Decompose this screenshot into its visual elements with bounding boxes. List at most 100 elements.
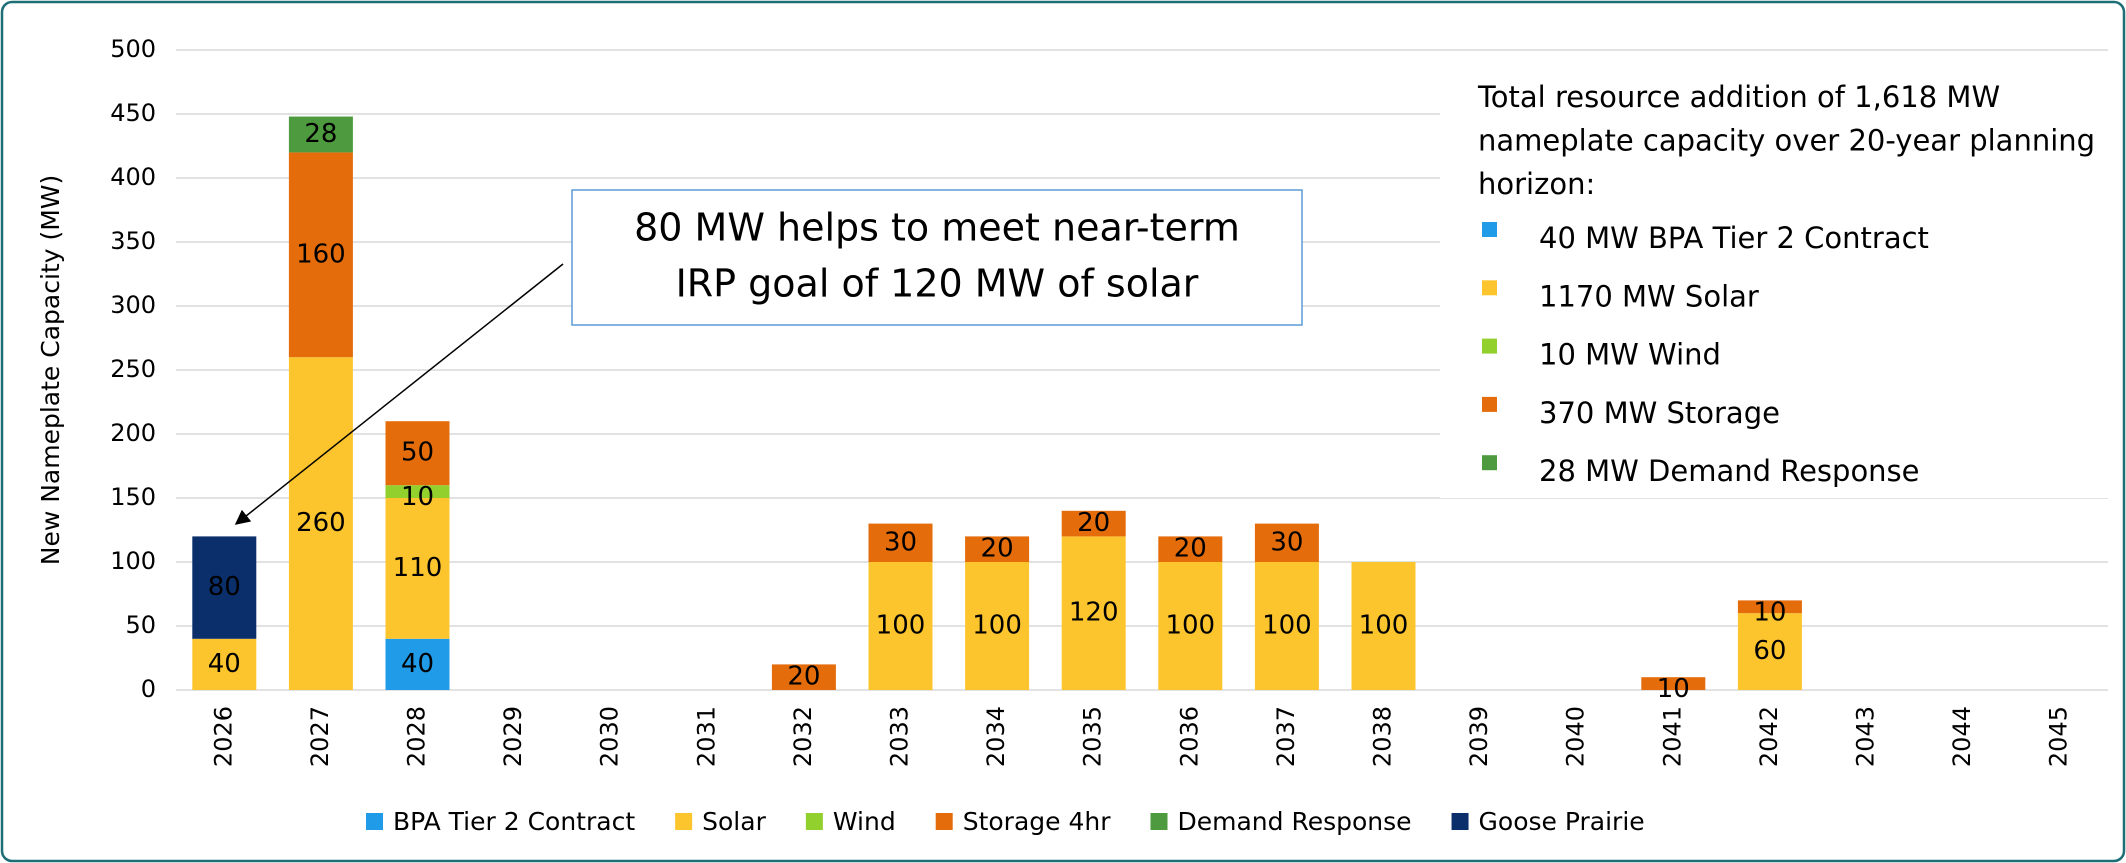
legend-label: Goose Prairie — [1479, 807, 1645, 836]
x-tick-label: 2033 — [886, 706, 914, 767]
bar-segment — [192, 638, 257, 690]
x-tick-label: 2031 — [692, 706, 720, 767]
legend-label: Storage 4hr — [963, 807, 1112, 836]
x-tick-label: 2036 — [1175, 706, 1203, 767]
bar-segment — [868, 523, 933, 562]
note-text: Total resource addition of 1,618 MW — [1477, 80, 2000, 114]
bar-segment — [385, 485, 450, 498]
x-tick-label: 2042 — [1755, 706, 1783, 767]
data-label: 160 — [296, 239, 346, 269]
y-tick-label: 50 — [125, 611, 156, 639]
bar-segment — [385, 421, 450, 486]
data-label: 60 — [1753, 636, 1786, 666]
x-tick-label: 2044 — [1948, 706, 1976, 767]
bar-segment — [868, 562, 933, 690]
x-tick-label: 2040 — [1562, 706, 1590, 767]
data-label: 40 — [401, 649, 434, 679]
note-marker — [1482, 222, 1497, 237]
note-item: 40 MW BPA Tier 2 Contract — [1539, 221, 1929, 255]
legend-label: BPA Tier 2 Contract — [393, 807, 635, 836]
note-marker — [1482, 338, 1497, 354]
x-tick-label: 2037 — [1272, 706, 1300, 767]
bar-segment — [1254, 523, 1319, 562]
data-label: 10 — [1657, 674, 1690, 704]
legend-label: Demand Response — [1178, 807, 1412, 836]
data-label: 20 — [1077, 508, 1110, 538]
data-label: 30 — [884, 527, 917, 557]
bar-segment — [192, 536, 257, 639]
data-label: 20 — [787, 662, 820, 692]
bar-segment — [1641, 677, 1706, 690]
data-label: 30 — [1270, 527, 1303, 557]
data-label: 20 — [1174, 534, 1207, 564]
legend-label: Solar — [702, 807, 766, 836]
y-tick-label: 150 — [110, 483, 156, 511]
note-item: 28 MW Demand Response — [1539, 454, 1920, 488]
data-label: 260 — [296, 508, 346, 538]
x-tick-label: 2026 — [209, 706, 237, 767]
legend-swatch — [1451, 813, 1469, 830]
x-tick-label: 2034 — [982, 706, 1010, 767]
note-item: 370 MW Storage — [1539, 396, 1780, 430]
legend-swatch — [935, 813, 953, 830]
bar-segment — [1158, 562, 1223, 690]
data-label: 100 — [1165, 611, 1215, 641]
bar-segment — [1061, 536, 1126, 690]
y-axis-label: New Nameplate Capacity (MW) — [36, 175, 65, 566]
y-tick-label: 500 — [110, 35, 156, 63]
x-tick-label: 2039 — [1465, 706, 1493, 767]
bar-segment — [288, 152, 353, 358]
data-label: 110 — [393, 553, 443, 583]
note-marker — [1482, 396, 1497, 412]
bar-segment — [965, 536, 1030, 562]
note-background — [1440, 58, 2108, 498]
annotation-text: 80 MW helps to meet near-term — [634, 206, 1240, 250]
x-tick-label: 2029 — [499, 706, 527, 767]
bar-segment — [288, 116, 353, 153]
x-tick-label: 2028 — [403, 706, 431, 767]
x-tick-label: 2038 — [1369, 706, 1397, 767]
bar-segment — [1351, 562, 1416, 690]
data-label: 40 — [208, 649, 241, 679]
bar-segment — [1158, 536, 1223, 562]
data-label: 100 — [972, 611, 1022, 641]
x-tick-label: 2027 — [306, 706, 334, 767]
note-text: nameplate capacity over 20-year planning — [1478, 124, 2095, 158]
annotation-box — [571, 189, 1303, 326]
y-tick-label: 400 — [110, 163, 156, 191]
legend-swatch — [675, 813, 693, 830]
y-tick-label: 0 — [141, 675, 156, 703]
y-tick-label: 100 — [110, 547, 156, 575]
x-tick-label: 2045 — [2045, 706, 2073, 767]
x-tick-label: 2032 — [789, 706, 817, 767]
bar-segment — [385, 638, 450, 690]
annotation-text: IRP goal of 120 MW of solar — [676, 262, 1199, 306]
y-tick-label: 300 — [110, 291, 156, 319]
annotation-arrow — [234, 263, 564, 525]
legend-swatch — [366, 813, 383, 830]
legend-label: Wind — [833, 807, 896, 836]
x-tick-label: 2043 — [1852, 706, 1880, 767]
note-marker — [1482, 280, 1497, 296]
data-label: 100 — [1262, 611, 1312, 641]
legend-swatch — [1150, 813, 1168, 830]
bar-segment — [1254, 562, 1319, 690]
data-label: 10 — [401, 482, 434, 512]
note-item: 1170 MW Solar — [1539, 279, 1759, 313]
y-tick-label: 200 — [110, 419, 156, 447]
note-item: 10 MW Wind — [1539, 338, 1721, 372]
data-label: 20 — [981, 534, 1014, 564]
data-label: 100 — [1359, 611, 1409, 641]
x-tick-label: 2030 — [596, 706, 624, 767]
y-tick-label: 350 — [110, 227, 156, 255]
data-label: 28 — [304, 119, 337, 149]
y-tick-label: 450 — [110, 99, 156, 127]
data-label: 80 — [208, 572, 241, 602]
bar-segment — [771, 664, 836, 690]
note-text: horizon: — [1478, 167, 1595, 201]
bar-segment — [1737, 613, 1802, 690]
legend-swatch — [805, 813, 823, 830]
note-marker — [1482, 455, 1497, 471]
data-label: 120 — [1069, 598, 1119, 628]
